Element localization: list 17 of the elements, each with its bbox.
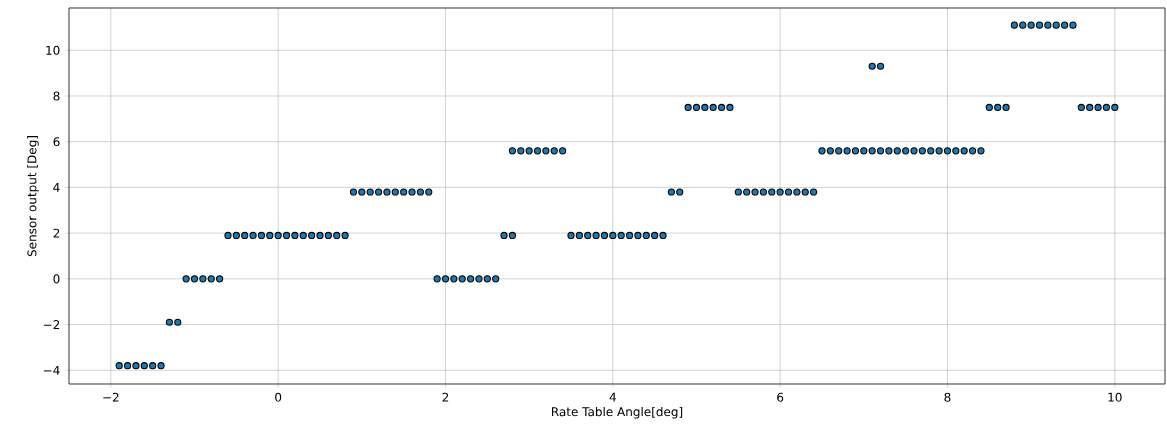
y-tick-label: 8 — [53, 91, 60, 101]
y-axis-title: Sensor output [Deg] — [27, 136, 39, 257]
x-tick-label: 0 — [275, 392, 282, 402]
y-tick-label: 0 — [53, 274, 60, 284]
x-tick-label: 2 — [442, 392, 449, 402]
x-tick-label: 10 — [1108, 392, 1122, 402]
x-tick-label: 4 — [609, 392, 616, 402]
x-tick-label: 6 — [777, 392, 784, 402]
y-tick-label: −4 — [43, 365, 60, 375]
y-tick-label: 2 — [53, 228, 60, 238]
x-tick-label: 8 — [944, 392, 951, 402]
y-tick-label: 10 — [46, 45, 60, 55]
x-axis-title: Rate Table Angle[deg] — [552, 406, 683, 419]
y-tick-label: 6 — [53, 137, 60, 147]
y-tick-label: 4 — [53, 183, 60, 192]
x-tick-label: −2 — [103, 392, 119, 402]
y-tick-label: −2 — [43, 320, 60, 330]
